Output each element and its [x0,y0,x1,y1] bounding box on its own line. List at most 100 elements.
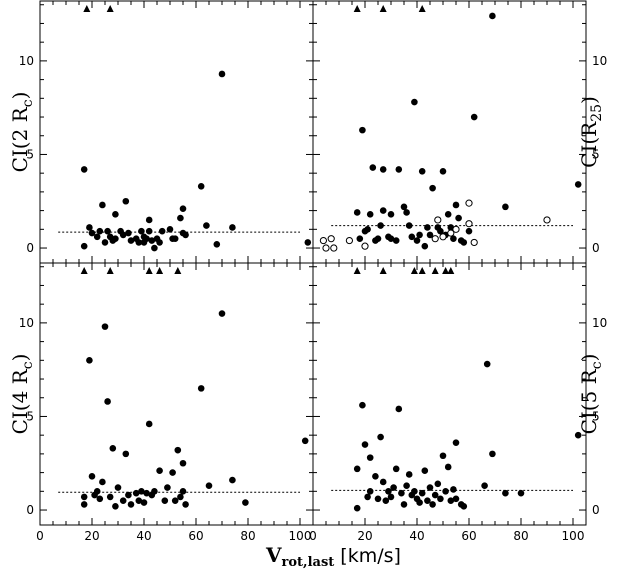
filled-point [416,499,423,506]
filled-point [489,12,496,20]
filled-point [145,420,153,428]
filled-point [135,239,143,246]
x-tick-label: 80 [240,529,255,543]
filled-point [405,471,413,478]
open-point [465,220,473,228]
filled-point [387,493,395,501]
plot-frame [312,0,587,264]
panel-top-left: 0 5 10 [19,0,314,264]
filled-point [218,70,226,78]
triangle-marker [106,267,114,274]
filled-point [106,493,114,501]
open-point [452,225,460,233]
filled-point [426,484,434,491]
filled-point [400,203,408,211]
filled-point [450,486,457,493]
filled-point [517,489,525,497]
filled-point [392,237,400,244]
triangle-marker [353,267,361,274]
filled-point [379,166,387,173]
y-tick-label: 5 [592,409,600,423]
filled-point [372,473,379,480]
filled-point [104,398,111,405]
y-tick-label: 0 [26,503,34,517]
y-tick-label: 5 [26,409,34,423]
filled-point [125,229,132,237]
y-tick-label: 0 [592,241,600,255]
filled-point [145,227,153,235]
filled-point [138,227,145,235]
filled-point [452,495,460,503]
filled-point [164,484,171,491]
triangle-marker [156,267,164,274]
x-tick-label: 40 [409,529,424,543]
filled-point [114,484,122,491]
x-tick-label: 60 [188,529,203,543]
filled-point [145,216,153,224]
filled-point [143,235,150,242]
filled-point [132,489,140,497]
y-tick-label: 10 [19,316,34,330]
filled-point [93,233,101,241]
open-point [319,236,327,245]
filled-point [413,237,421,244]
y-tick-label: 0 [592,503,600,517]
filled-point [460,502,468,510]
filled-point [439,452,447,460]
x-tick-label: 20 [84,529,99,543]
y-tick-label: 5 [592,147,600,161]
filled-point [379,207,387,214]
triangle-marker [447,267,455,274]
filled-point [359,401,366,409]
triangle-marker [410,267,418,274]
filled-point [213,240,221,248]
filled-point [408,233,416,241]
filled-point [171,235,179,242]
filled-point [369,164,377,171]
filled-point [218,310,226,317]
filled-point [80,493,88,501]
filled-point [203,222,210,229]
filled-point [374,495,382,503]
filled-point [437,495,444,503]
filled-point [229,224,236,231]
filled-point [418,489,426,497]
filled-point [127,237,135,244]
filled-point [431,491,439,499]
x-tick-label: 0 [309,529,317,543]
filled-point [174,446,182,454]
filled-point [452,439,460,446]
filled-point [229,476,236,484]
filled-point [366,211,374,218]
filled-point [197,182,205,190]
filled-point [429,501,436,508]
filled-point [99,478,106,486]
open-point [439,233,447,241]
filled-point [112,235,119,242]
filled-point [574,431,582,439]
filled-point [366,488,374,495]
filled-point [182,231,189,239]
triangle-marker [80,267,88,274]
filled-point [361,441,369,448]
filled-point [444,211,452,218]
filled-point [96,227,104,235]
filled-point [127,501,135,508]
filled-point [444,463,452,471]
x-tick-label: 20 [357,529,372,543]
filled-point [465,227,473,235]
filled-point [470,113,478,121]
x-tick-label: 0 [36,529,44,543]
filled-point [93,488,101,495]
filled-point [177,493,184,501]
open-point [465,199,473,207]
filled-point [242,499,249,506]
filled-point [148,237,156,244]
filled-point [135,497,143,504]
x-axis-label: Vrot,last [km/s] [265,543,401,570]
filled-point [418,168,426,175]
filled-point [359,126,366,134]
filled-point [481,482,488,490]
